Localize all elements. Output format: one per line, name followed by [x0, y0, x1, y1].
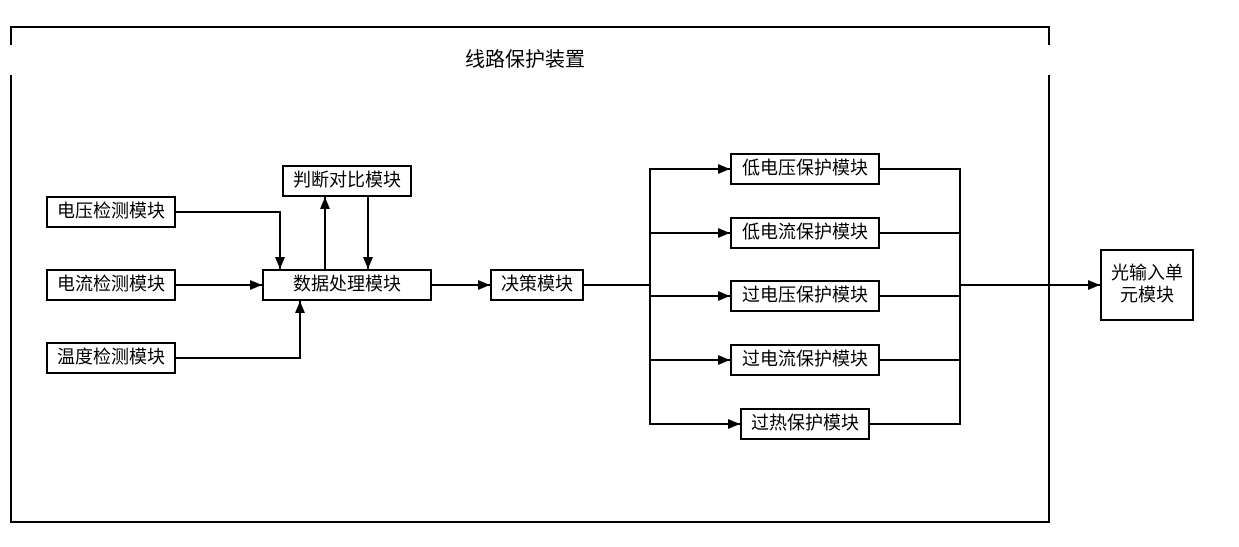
label: 过电压保护模块	[742, 285, 868, 307]
node-temp-detect: 温度检测模块	[46, 342, 176, 374]
label: 判断对比模块	[293, 170, 401, 192]
label: 过电流保护模块	[742, 349, 868, 371]
node-low-current-protect: 低电流保护模块	[730, 217, 880, 249]
node-data-process: 数据处理模块	[262, 269, 432, 301]
diagram-title: 线路保护装置	[0, 45, 1050, 75]
node-decision: 决策模块	[490, 269, 584, 301]
label: 低电压保护模块	[742, 158, 868, 180]
label: 电压检测模块	[57, 201, 165, 223]
node-light-input: 光输入单 元模块	[1100, 249, 1194, 321]
label: 过热保护模块	[751, 413, 859, 435]
label: 低电流保护模块	[742, 222, 868, 244]
node-compare: 判断对比模块	[282, 165, 412, 197]
node-overheat-protect: 过热保护模块	[740, 408, 870, 440]
node-low-voltage-protect: 低电压保护模块	[730, 153, 880, 185]
label: 光输入单 元模块	[1111, 263, 1183, 306]
node-voltage-detect: 电压检测模块	[46, 196, 176, 228]
label: 数据处理模块	[293, 274, 401, 296]
label: 决策模块	[501, 274, 573, 296]
node-over-voltage-protect: 过电压保护模块	[730, 280, 880, 312]
title-text: 线路保护装置	[465, 48, 585, 72]
label: 温度检测模块	[57, 347, 165, 369]
label: 电流检测模块	[57, 274, 165, 296]
node-current-detect: 电流检测模块	[46, 269, 176, 301]
node-over-current-protect: 过电流保护模块	[730, 344, 880, 376]
